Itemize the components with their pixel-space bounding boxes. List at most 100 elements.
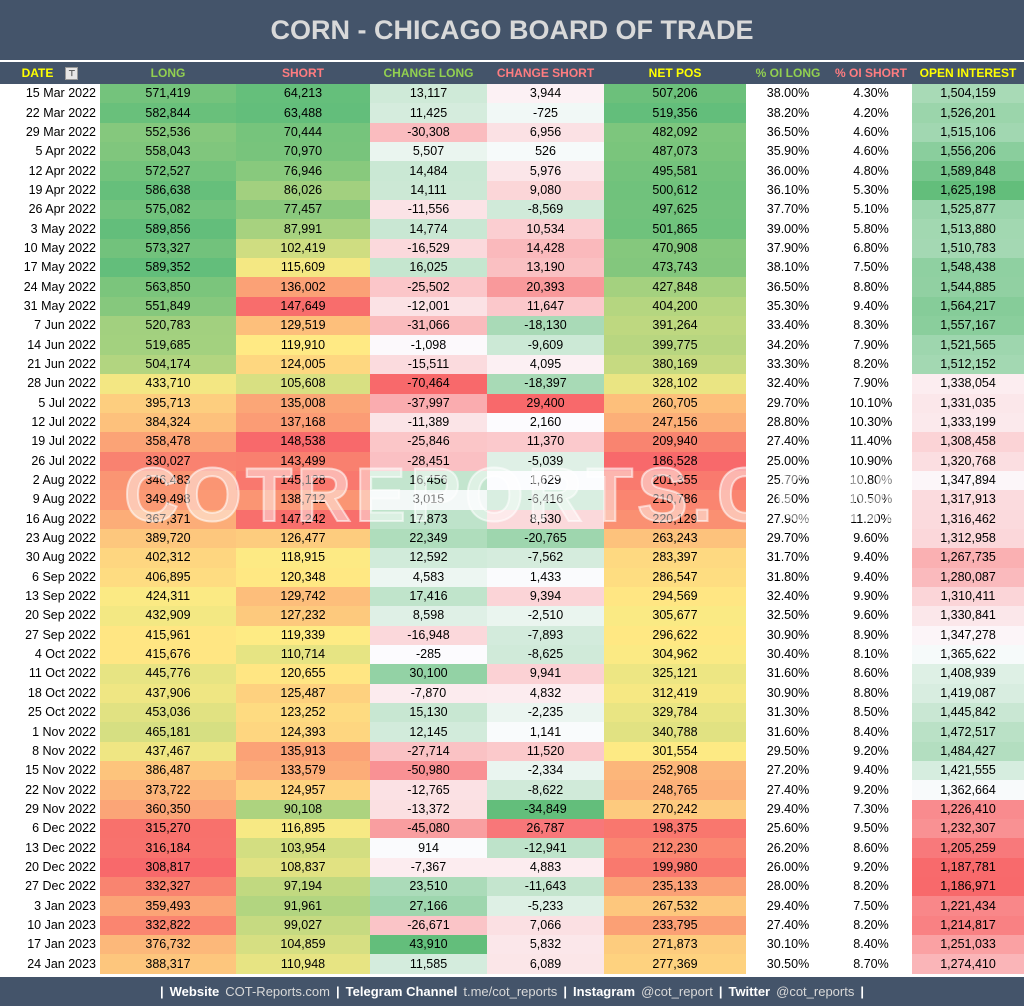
cell-short: 64,213 (236, 84, 370, 104)
cell-long: 437,906 (100, 683, 236, 703)
cell-change-long: -1,098 (370, 335, 487, 355)
cell-change-long: -15,511 (370, 354, 487, 375)
column-header-date[interactable]: DATE ⊤ (0, 62, 100, 84)
cell-open-interest: 1,267,735 (912, 548, 1024, 568)
cell-short: 63,488 (236, 103, 370, 123)
cell-change-long: 8,598 (370, 606, 487, 626)
cell-short: 145,128 (236, 470, 370, 491)
cell-open-interest: 1,310,411 (912, 586, 1024, 607)
cell-net-pos: 329,784 (604, 703, 746, 723)
cell-open-interest: 1,205,259 (912, 838, 1024, 858)
cell-oi-long-pct: 36.10% (746, 180, 830, 201)
cell-change-short: 4,832 (487, 683, 604, 703)
cell-open-interest: 1,445,842 (912, 703, 1024, 723)
cell-oi-long-pct: 31.80% (746, 567, 830, 587)
cell-open-interest: 1,226,410 (912, 799, 1024, 820)
cell-open-interest: 1,317,913 (912, 490, 1024, 510)
cell-oi-long-pct: 25.00% (746, 451, 830, 471)
cell-net-pos: 501,865 (604, 219, 746, 239)
cell-oi-short-pct: 8.10% (830, 644, 912, 665)
cell-short: 135,008 (236, 393, 370, 413)
cell-net-pos: 260,705 (604, 393, 746, 413)
cell-change-short: 526 (487, 142, 604, 162)
cell-change-short: -20,765 (487, 528, 604, 549)
cell-long: 563,850 (100, 277, 236, 297)
cell-oi-short-pct: 11.20% (830, 509, 912, 529)
cell-change-short: -8,569 (487, 200, 604, 220)
table-row: 12 Jul 2022 384,324 137,168 -11,389 2,160 247… (0, 412, 1024, 433)
cell-short: 148,538 (236, 432, 370, 452)
cell-short: 110,714 (236, 644, 370, 665)
cell-oi-short-pct: 5.80% (830, 219, 912, 239)
footer-telegram-link[interactable]: t.me/cot_reports (463, 984, 558, 999)
cell-short: 90,108 (236, 799, 370, 820)
cell-oi-long-pct: 30.90% (746, 625, 830, 645)
cell-long: 373,722 (100, 780, 236, 800)
cell-date: 15 Mar 2022 (0, 84, 100, 104)
cell-long: 406,895 (100, 567, 236, 587)
cell-long: 571,419 (100, 84, 236, 104)
cell-open-interest: 1,512,152 (912, 354, 1024, 375)
cell-long: 386,487 (100, 761, 236, 781)
table-row: 9 Aug 2022 349,498 138,712 3,015 -6,416 210,7… (0, 490, 1024, 510)
filter-sort-icon[interactable]: ⊤ (65, 67, 79, 81)
cell-open-interest: 1,589,848 (912, 161, 1024, 181)
footer-twitter-link[interactable]: @cot_reports (776, 984, 855, 999)
footer-instagram-link[interactable]: @cot_report (641, 984, 713, 999)
cell-long: 433,710 (100, 374, 236, 394)
cell-date: 5 Jul 2022 (0, 393, 100, 413)
cell-net-pos: 500,612 (604, 180, 746, 201)
cell-oi-short-pct: 8.20% (830, 877, 912, 897)
cell-change-short: -18,397 (487, 374, 604, 394)
table-row: 29 Nov 2022 360,350 90,108 -13,372 -34,849 27… (0, 799, 1024, 820)
cell-long: 330,027 (100, 451, 236, 471)
page-title: CORN - CHICAGO BOARD OF TRADE (0, 0, 1024, 62)
cell-oi-short-pct: 5.30% (830, 180, 912, 201)
table-row: 4 Oct 2022 415,676 110,714 -285 -8,625 304,96… (0, 644, 1024, 665)
cell-oi-long-pct: 27.40% (746, 915, 830, 936)
cell-date: 24 May 2022 (0, 277, 100, 297)
cell-oi-short-pct: 8.60% (830, 838, 912, 858)
cell-oi-short-pct: 6.80% (830, 238, 912, 259)
cell-net-pos: 495,581 (604, 161, 746, 181)
cell-oi-short-pct: 8.70% (830, 954, 912, 974)
cell-long: 519,685 (100, 335, 236, 355)
cell-oi-short-pct: 9.20% (830, 857, 912, 878)
cell-oi-long-pct: 27.90% (746, 509, 830, 529)
cell-long: 504,174 (100, 354, 236, 375)
cell-short: 70,970 (236, 142, 370, 162)
cell-oi-short-pct: 11.40% (830, 432, 912, 452)
cell-date: 30 Aug 2022 (0, 548, 100, 568)
footer-website-link[interactable]: COT-Reports.com (225, 984, 330, 999)
table-row: 6 Sep 2022 406,895 120,348 4,583 1,433 286,54… (0, 567, 1024, 587)
cell-change-short: 3,944 (487, 84, 604, 104)
cell-net-pos: 294,569 (604, 586, 746, 607)
cell-short: 119,339 (236, 625, 370, 645)
cell-oi-long-pct: 38.20% (746, 103, 830, 123)
cell-net-pos: 487,073 (604, 142, 746, 162)
table-row: 10 May 2022 573,327 102,419 -16,529 14,428 47… (0, 238, 1024, 259)
cell-oi-long-pct: 36.50% (746, 277, 830, 297)
cell-change-short: 4,883 (487, 857, 604, 878)
cell-oi-long-pct: 32.40% (746, 586, 830, 607)
cell-oi-short-pct: 9.20% (830, 741, 912, 762)
cell-date: 6 Sep 2022 (0, 567, 100, 587)
cell-open-interest: 1,312,958 (912, 528, 1024, 549)
cell-net-pos: 380,169 (604, 354, 746, 375)
cell-oi-long-pct: 31.70% (746, 548, 830, 568)
cell-date: 26 Apr 2022 (0, 200, 100, 220)
column-header-label: % OI LONG (755, 66, 821, 80)
cell-oi-long-pct: 25.60% (746, 819, 830, 839)
table-row: 2 Aug 2022 346,483 145,128 16,456 1,629 201,3… (0, 470, 1024, 491)
cell-net-pos: 404,200 (604, 296, 746, 317)
cell-change-long: -28,451 (370, 451, 487, 471)
cell-long: 558,043 (100, 142, 236, 162)
cell-long: 384,324 (100, 412, 236, 433)
table-row: 5 Apr 2022 558,043 70,970 5,507 526 487,073 35… (0, 142, 1024, 162)
cell-long: 349,498 (100, 490, 236, 510)
cell-net-pos: 427,848 (604, 277, 746, 297)
cell-change-long: 14,111 (370, 180, 487, 201)
cell-change-long: 3,015 (370, 490, 487, 510)
cell-oi-short-pct: 8.20% (830, 915, 912, 936)
cell-net-pos: 340,788 (604, 722, 746, 742)
